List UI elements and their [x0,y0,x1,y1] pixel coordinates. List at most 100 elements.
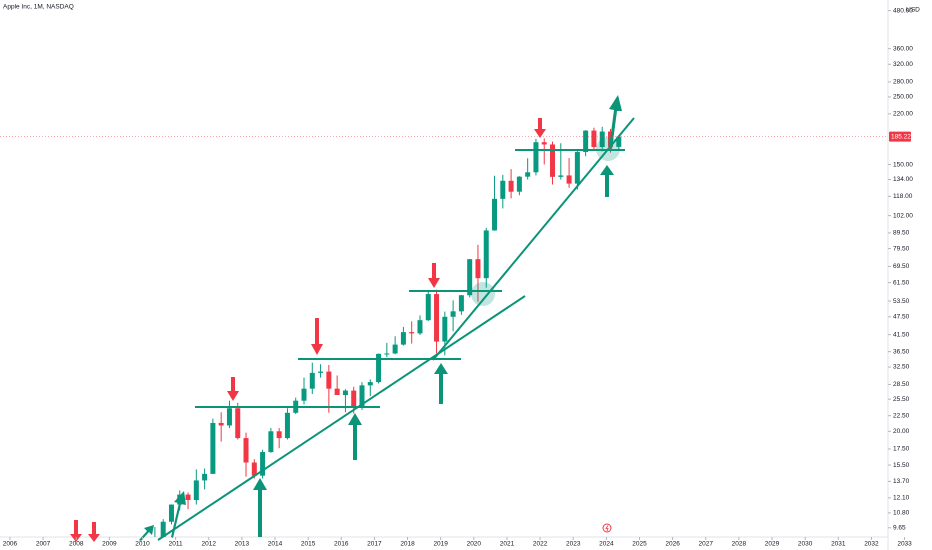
y-tick-label: 9.65 [893,524,906,531]
y-tick-label: 12.10 [893,495,910,502]
candle-body [367,382,373,386]
y-tick-label: 79.50 [893,245,910,252]
candle-body [160,521,166,537]
candle-body [351,390,357,408]
x-tick-label: 2014 [268,541,283,548]
candle-body [541,142,547,145]
y-tick-label: 150.00 [893,161,913,168]
y-tick-label: 10.80 [893,510,910,517]
y-tick-label: 20.00 [893,428,910,435]
x-tick-label: 2025 [632,541,647,548]
x-tick-label: 2009 [102,541,117,548]
highlight-circle [596,137,620,161]
trend-line [157,295,526,541]
candle-body [226,408,232,426]
candle-body [376,353,382,383]
candle-body [334,388,340,396]
y-tick-label: 15.50 [893,462,910,469]
candles [154,126,622,537]
candle-body [442,316,448,342]
up-arrow [434,363,448,404]
down-arrow [534,118,546,138]
candle-body [260,452,266,476]
candle-body [591,130,597,148]
event-marker-icon [605,525,609,532]
x-tick-label: 2012 [202,541,217,548]
y-tick-label: 53.50 [893,298,910,305]
candle-body [326,371,332,389]
candle-body [550,144,556,177]
x-tick-label: 2021 [500,541,515,548]
y-tick-label: 36.50 [893,348,910,355]
candle-body [185,494,191,501]
down-arrow [311,318,323,355]
candle-body [309,372,315,389]
candle-body [583,130,589,153]
x-tick-label: 2031 [831,541,846,548]
candle-body [434,294,440,342]
x-tick-label: 2018 [400,541,415,548]
candle-body [318,371,324,373]
x-tick-label: 2020 [467,541,482,548]
y-tick-label: 22.50 [893,412,910,419]
drawings [157,117,635,541]
red-arrows [70,118,546,542]
candle-body [202,473,208,481]
chart-title: Apple Inc, 1M, NASDAQ [3,4,74,11]
candle-body [566,175,572,184]
candle-body [409,332,415,334]
y-tick-label: 360.00 [893,45,913,52]
candle-body [284,412,290,439]
up-arrow [609,95,622,149]
candle-body [508,180,514,192]
down-arrow [227,377,239,401]
y-tick-label: 25.50 [893,396,910,403]
candle-body [251,462,257,476]
candle-body [425,294,431,321]
up-arrow [171,491,186,538]
y-tick-label: 102.00 [893,212,913,219]
x-tick-label: 2022 [533,541,548,548]
down-arrow [428,263,440,288]
candle-body [243,438,249,463]
y-tick-label: 220.00 [893,111,913,118]
candle-body [301,388,307,401]
highlight-circle [471,282,495,306]
candle-body [483,230,489,279]
candle-body [467,259,473,296]
candle-body [458,295,464,312]
y-tick-label: 134.00 [893,176,913,183]
y-tick-label: 47.50 [893,314,910,321]
y-tick-label: 280.00 [893,79,913,86]
up-arrow [348,413,362,460]
y-tick-label: 480.00 [893,7,913,14]
x-tick-label: 2006 [3,541,18,548]
trend-line [432,117,635,361]
candle-body [276,431,282,439]
candle-body [342,390,348,396]
candle-body [400,332,406,345]
y-tick-label: 61.50 [893,279,910,286]
candle-body [384,353,390,355]
candle-body [475,259,481,279]
y-tick-label: 69.50 [893,263,910,270]
x-tick-label: 2011 [169,541,183,548]
candle-body [392,344,398,354]
candle-body [417,320,423,334]
currency-label: USD [906,7,920,14]
x-tick-label: 2019 [433,541,448,548]
candle-body [235,408,241,439]
y-tick-label: 28.50 [893,381,910,388]
x-tick-label: 2016 [334,541,349,548]
y-tick-label: 320.00 [893,61,913,68]
candle-body [616,136,622,147]
candle-body [500,180,506,199]
event-marker [602,523,612,533]
x-tick-label: 2024 [599,541,614,548]
x-tick-label: 2028 [732,541,747,548]
y-tick-label: 118.00 [893,193,913,200]
y-tick-label: 17.50 [893,446,910,453]
x-tick-label: 2023 [566,541,581,548]
